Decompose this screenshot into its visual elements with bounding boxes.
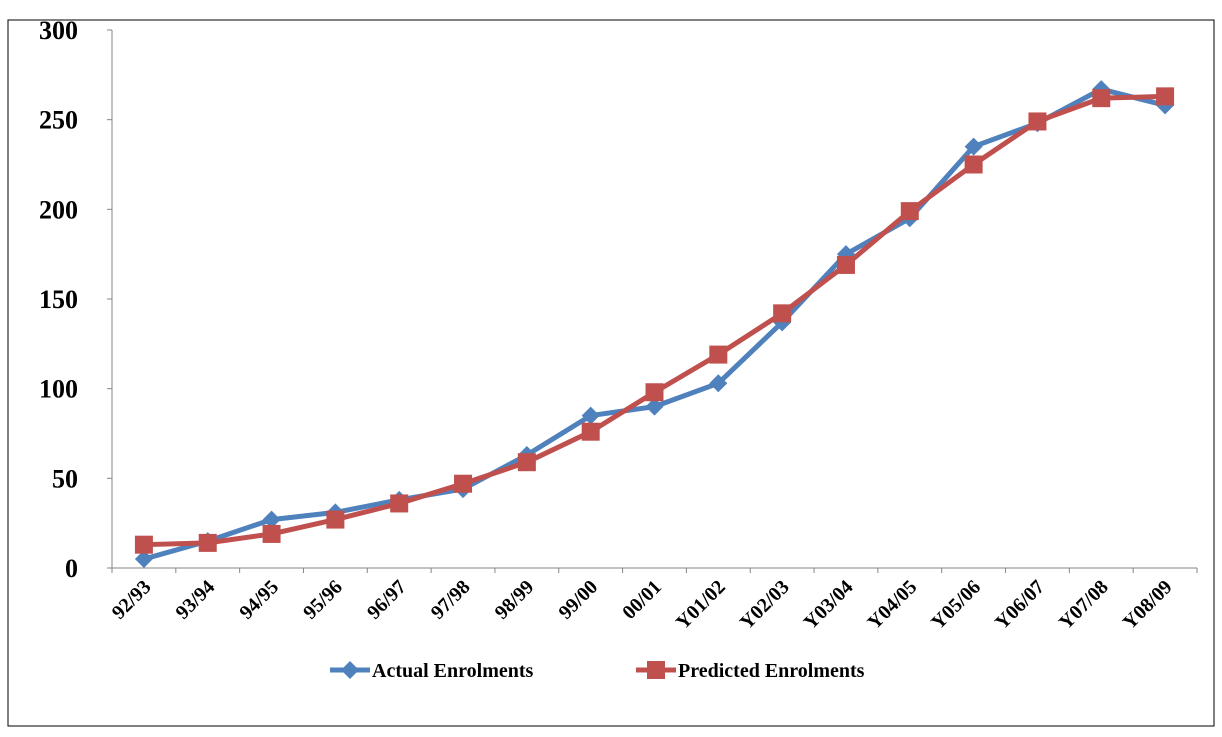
x-tick-label: 93/94 [171,576,219,624]
y-tick-label: 150 [39,285,78,314]
point [326,510,345,529]
x-tick-label: Y06/07 [991,576,1049,634]
point [964,155,983,174]
x-tick-label: 94/95 [235,576,283,624]
x-tick-label: 92/93 [108,576,156,624]
point [773,304,792,323]
point [134,550,153,569]
x-tick-label: 99/00 [554,576,602,624]
y-tick-label: 250 [39,106,78,135]
point [709,374,728,393]
y-tick-label: 0 [65,554,78,583]
x-tick-label: 95/96 [299,576,347,624]
y-tick-label: 100 [39,375,78,404]
point [836,255,855,274]
x-tick-label: Y02/03 [736,576,794,634]
x-tick-label: 96/97 [363,576,411,624]
point [1028,112,1047,131]
point [517,453,536,472]
x-tick-label: Y04/05 [863,576,921,634]
series-line [143,86,1166,562]
legend-label: Predicted Enrolments [678,660,865,682]
chart-border [7,19,1215,727]
x-tick-label: Y05/06 [927,576,985,634]
point [454,474,473,493]
point [198,533,217,552]
point [709,345,728,364]
y-tick-label: 300 [39,16,78,45]
point [1156,87,1175,106]
point [390,494,409,513]
series-line [143,93,1166,548]
point [900,202,919,221]
point [262,524,281,543]
legend-marker [341,661,359,679]
legend-label: Actual Enrolments [372,660,534,682]
x-tick-label: 97/98 [427,576,475,624]
x-tick-label: Y01/02 [672,576,730,634]
legend-marker [647,661,665,679]
x-tick-label: 00/01 [618,576,666,624]
point [581,422,600,441]
x-tick-label: Y03/04 [800,576,858,634]
point [134,535,153,554]
y-tick-label: 200 [39,195,78,224]
point [964,137,983,156]
point [262,510,281,529]
point [645,397,664,416]
x-tick-label: Y08/09 [1119,576,1177,634]
point [1092,89,1111,108]
y-tick-label: 50 [52,464,78,493]
x-tick-label: 98/99 [491,576,539,624]
point [581,406,600,425]
x-tick-label: Y07/08 [1055,576,1113,634]
point [645,383,664,402]
